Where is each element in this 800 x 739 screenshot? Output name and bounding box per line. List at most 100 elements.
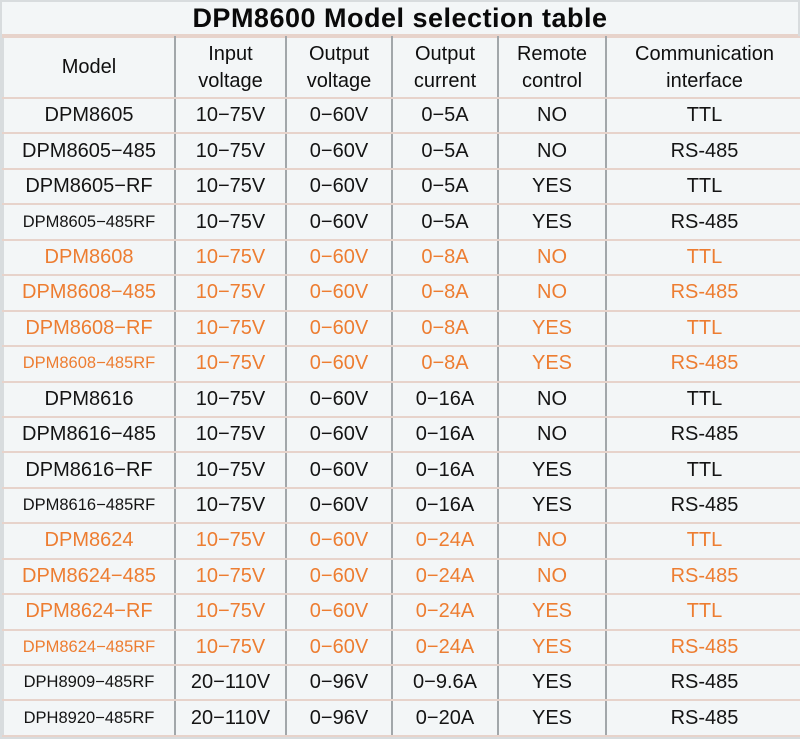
cell-output_current: 0−16A [391, 380, 499, 418]
table-row: DPM8608 10−75V 0−60V 0−8A NO TTL [2, 238, 800, 277]
table-row: DPM8605−RF 10−75V 0−60V 0−5A YES TTL [2, 167, 800, 206]
cell-output_current: 0−20A [391, 699, 499, 737]
cell-output_voltage: 0−60V [285, 132, 393, 170]
cell-output_voltage: 0−60V [285, 238, 393, 277]
cell-remote_control: NO [497, 274, 607, 312]
cell-communication_interface: RS-485 [605, 628, 800, 667]
cell-communication_interface: RS-485 [605, 699, 800, 737]
cell-remote_control: NO [497, 522, 607, 560]
cell-model: DPH8920−485RF [2, 699, 176, 737]
cell-model: DPM8608 [2, 238, 176, 277]
cell-remote_control: YES [497, 486, 607, 525]
cell-output_current: 0−8A [391, 309, 499, 348]
cell-output_current: 0−9.6A [391, 663, 499, 702]
cell-output_voltage: 0−60V [285, 309, 393, 348]
cell-model: DPM8605−485RF [2, 203, 176, 241]
cell-communication_interface: TTL [605, 380, 800, 418]
cell-output_current: 0−16A [391, 451, 499, 489]
cell-input_voltage: 10−75V [174, 522, 287, 560]
table-row: DPM8616−485RF 10−75V 0−60V 0−16A YES RS-485 [2, 486, 800, 525]
cell-input_voltage: 20−110V [174, 663, 287, 702]
cell-remote_control: YES [497, 203, 607, 241]
cell-input_voltage: 10−75V [174, 132, 287, 170]
table-row: DPM8605−485RF 10−75V 0−60V 0−5A YES RS-485 [2, 203, 800, 241]
cell-output_voltage: 0−60V [285, 415, 393, 454]
cell-input_voltage: 10−75V [174, 238, 287, 277]
cell-model: DPM8608−485RF [2, 345, 176, 383]
cell-output_voltage: 0−60V [285, 593, 393, 631]
cell-model: DPM8616 [2, 380, 176, 418]
cell-output_voltage: 0−60V [285, 167, 393, 206]
cell-model: DPM8616−485 [2, 415, 176, 454]
table-header: Model Input voltage Output voltage Output c… [2, 36, 800, 99]
cell-output_current: 0−8A [391, 238, 499, 277]
cell-remote_control: YES [497, 663, 607, 702]
cell-output_current: 0−8A [391, 274, 499, 312]
cell-input_voltage: 10−75V [174, 96, 287, 135]
table-row: DPM8605 10−75V 0−60V 0−5A NO TTL [2, 96, 800, 135]
table-body: DPM8605 10−75V 0−60V 0−5A NO TTL DPM8605−485 10… [2, 96, 800, 737]
cell-communication_interface: RS-485 [605, 203, 800, 241]
model-selection-table: Model Input voltage Output voltage Output c… [2, 36, 800, 737]
cell-remote_control: NO [497, 96, 607, 135]
table-row: DPH8920−485RF 20−110V 0−96V 0−20A YES RS-485 [2, 699, 800, 737]
table-row: DPM8608−RF 10−75V 0−60V 0−8A YES TTL [2, 309, 800, 348]
cell-communication_interface: TTL [605, 167, 800, 206]
cell-output_voltage: 0−60V [285, 380, 393, 418]
cell-output_current: 0−5A [391, 203, 499, 241]
table-row: DPM8616−485 10−75V 0−60V 0−16A NO RS-485 [2, 415, 800, 454]
cell-model: DPM8608−485 [2, 274, 176, 312]
column-header-communication_interface: Communication interface [605, 36, 800, 99]
cell-model: DPM8624−485 [2, 557, 176, 596]
cell-output_current: 0−24A [391, 522, 499, 560]
cell-model: DPM8624−RF [2, 593, 176, 631]
cell-remote_control: YES [497, 699, 607, 737]
cell-input_voltage: 10−75V [174, 274, 287, 312]
table-row: DPM8624−485RF 10−75V 0−60V 0−24A YES RS-485 [2, 628, 800, 667]
cell-model: DPM8616−RF [2, 451, 176, 489]
cell-output_current: 0−5A [391, 167, 499, 206]
cell-output_current: 0−5A [391, 132, 499, 170]
cell-input_voltage: 10−75V [174, 380, 287, 418]
cell-communication_interface: TTL [605, 96, 800, 135]
cell-output_voltage: 0−60V [285, 557, 393, 596]
cell-input_voltage: 10−75V [174, 309, 287, 348]
cell-input_voltage: 10−75V [174, 345, 287, 383]
cell-input_voltage: 10−75V [174, 203, 287, 241]
cell-remote_control: NO [497, 132, 607, 170]
cell-output_voltage: 0−60V [285, 274, 393, 312]
cell-model: DPM8616−485RF [2, 486, 176, 525]
cell-communication_interface: TTL [605, 451, 800, 489]
column-header-output_voltage: Output voltage [285, 36, 393, 99]
cell-communication_interface: RS-485 [605, 415, 800, 454]
cell-output_voltage: 0−60V [285, 345, 393, 383]
cell-communication_interface: RS-485 [605, 132, 800, 170]
table-row: DPM8624−485 10−75V 0−60V 0−24A NO RS-485 [2, 557, 800, 596]
cell-remote_control: YES [497, 593, 607, 631]
cell-communication_interface: TTL [605, 309, 800, 348]
cell-remote_control: YES [497, 345, 607, 383]
table-row: DPM8608−485RF 10−75V 0−60V 0−8A YES RS-485 [2, 345, 800, 383]
table-row: DPM8624−RF 10−75V 0−60V 0−24A YES TTL [2, 593, 800, 631]
cell-communication_interface: TTL [605, 522, 800, 560]
cell-input_voltage: 10−75V [174, 557, 287, 596]
column-header-remote_control: Remote control [497, 36, 607, 99]
cell-communication_interface: RS-485 [605, 274, 800, 312]
header-row: Model Input voltage Output voltage Output c… [2, 36, 800, 99]
cell-communication_interface: RS-485 [605, 557, 800, 596]
cell-remote_control: NO [497, 238, 607, 277]
table-row: DPM8605−485 10−75V 0−60V 0−5A NO RS-485 [2, 132, 800, 170]
cell-output_current: 0−16A [391, 415, 499, 454]
cell-output_voltage: 0−60V [285, 486, 393, 525]
column-header-output_current: Output current [391, 36, 499, 99]
cell-model: DPM8605−485 [2, 132, 176, 170]
cell-model: DPM8624−485RF [2, 628, 176, 667]
cell-remote_control: YES [497, 167, 607, 206]
cell-model: DPH8909−485RF [2, 663, 176, 702]
page-title: DPM8600 Model selection table [192, 2, 608, 33]
cell-output_current: 0−8A [391, 345, 499, 383]
cell-model: DPM8608−RF [2, 309, 176, 348]
cell-input_voltage: 10−75V [174, 628, 287, 667]
cell-model: DPM8605 [2, 96, 176, 135]
